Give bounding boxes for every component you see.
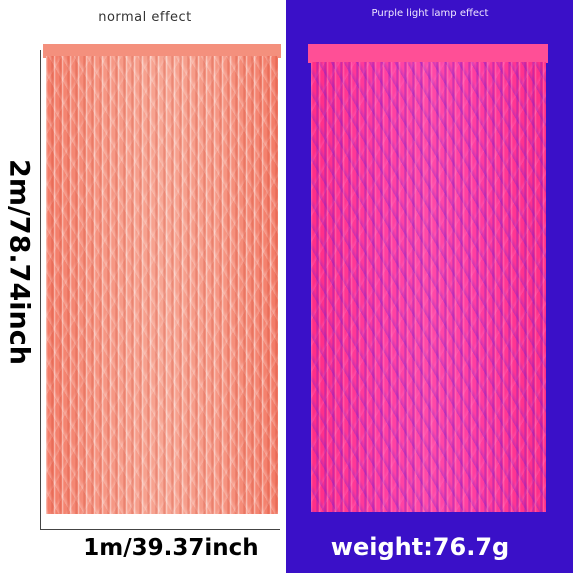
- height-label: 2m/78.74inch: [3, 159, 35, 365]
- purple-light-caption: Purple light lamp effect: [371, 8, 489, 19]
- tinsel-curtain-normal: [46, 56, 278, 514]
- height-dimension-line: [40, 50, 41, 530]
- width-label: 1m/39.37inch: [83, 535, 259, 561]
- tinsel-curtain-uv: [311, 62, 546, 512]
- curtain-rod-uv: [308, 44, 548, 63]
- curtain-rod-normal: [43, 44, 281, 58]
- normal-effect-caption: normal effect: [98, 10, 192, 25]
- weight-label: weight:76.7g: [330, 533, 510, 561]
- width-dimension-line: [40, 529, 280, 530]
